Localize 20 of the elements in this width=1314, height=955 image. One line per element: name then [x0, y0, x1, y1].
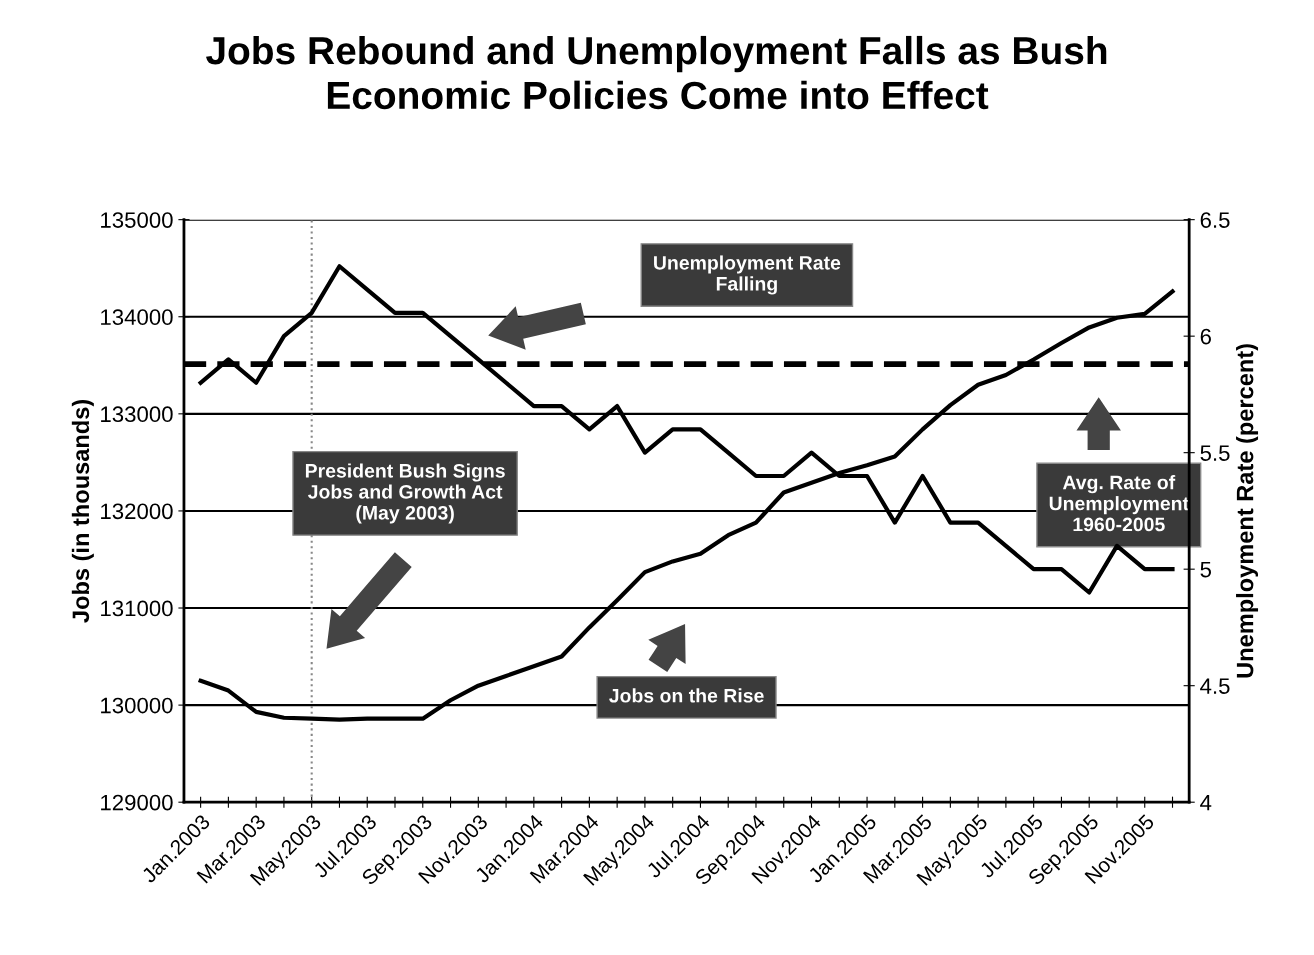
y2-axis-title: Unemployment Rate (percent) — [1236, 344, 1259, 678]
y-tick-label: 135000 — [101, 212, 173, 228]
annotation: Jobs on the Rise — [609, 688, 764, 703]
y-tick-label: 129000 — [101, 794, 173, 811]
y-tick-label: 131000 — [101, 600, 173, 617]
y2-tick-label: 5.5 — [1200, 445, 1230, 461]
y-tick-label: 133000 — [101, 406, 173, 423]
y-tick-label: 132000 — [101, 503, 173, 520]
y2-tick-label: 6 — [1200, 328, 1211, 345]
y-axis-title: Jobs (in thousands) — [71, 399, 94, 623]
chart-title: Jobs Rebound and Unemployment Falls as Bush Economic Policies Come into Effect — [206, 35, 1107, 110]
y-tick-label: 134000 — [101, 309, 173, 326]
annotation: Avg. Rate of Unemployment 1960-2005 — [1049, 475, 1189, 532]
y-tick-label: 130000 — [101, 697, 173, 714]
y2-tick-label: 6.5 — [1200, 212, 1230, 228]
annotation: President Bush Signs Jobs and Growth Act (May 2003) — [305, 463, 505, 524]
annotation: Unemployment Rate Falling — [654, 255, 841, 295]
y2-tick-label: 4.5 — [1200, 678, 1230, 694]
y2-tick-label: 5 — [1200, 561, 1212, 578]
y2-tick-label: 4 — [1200, 794, 1212, 811]
